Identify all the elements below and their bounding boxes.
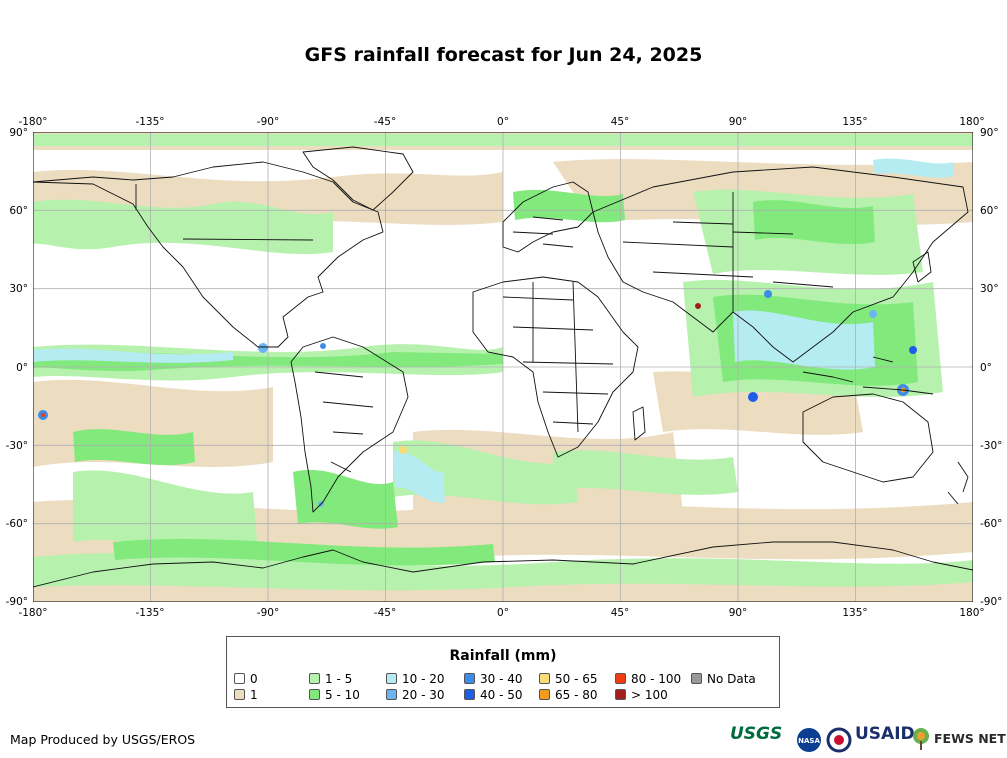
legend-label: 30 - 40 [480, 672, 523, 686]
lon-tick-top: 90° [728, 116, 748, 128]
nasa-logo-text: NASA [798, 737, 820, 745]
rainfall-legend: Rainfall (mm) 0 1 1 - 5 5 - 10 10 - 20 2… [226, 636, 780, 708]
lat-tick-right: 0° [980, 362, 992, 374]
legend-swatch [615, 673, 626, 684]
lon-tick-top: -135° [135, 116, 165, 128]
lat-tick-left: 90° [9, 127, 28, 139]
legend-label: 10 - 20 [402, 672, 445, 686]
map-credit: Map Produced by USGS/EROS [10, 732, 196, 747]
legend-label: No Data [707, 672, 756, 686]
legend-label: 80 - 100 [631, 672, 682, 686]
legend-swatch [234, 673, 245, 684]
legend-swatch [464, 689, 475, 700]
lon-tick-top: -180° [18, 116, 48, 128]
lat-tick-right: -30° [980, 440, 1003, 452]
legend-label: 40 - 50 [480, 688, 523, 702]
lon-tick-top: 135° [842, 116, 868, 128]
legend-label: 20 - 30 [402, 688, 445, 702]
lon-tick-top: 180° [959, 116, 985, 128]
lat-tick-left: 60° [9, 205, 28, 217]
lon-tick-top: 45° [610, 116, 630, 128]
lon-tick-bottom: 180° [959, 607, 985, 619]
usgs-logo[interactable]: USGS [730, 724, 783, 744]
rainfall-map[interactable] [33, 132, 973, 602]
lat-tick-right: -90° [980, 596, 1003, 608]
legend-swatch [234, 689, 245, 700]
lat-tick-right: -60° [980, 518, 1003, 530]
lat-tick-right: 30° [980, 283, 999, 295]
lat-tick-left: -90° [5, 596, 28, 608]
legend-label: 1 - 5 [325, 672, 353, 686]
legend-label: 65 - 80 [555, 688, 598, 702]
usaid-seal-icon [826, 727, 852, 753]
legend-swatch [309, 689, 320, 700]
nasa-logo[interactable]: NASA [796, 727, 822, 753]
legend-swatch [691, 673, 702, 684]
lon-tick-top: 0° [497, 116, 509, 128]
lon-tick-bottom: -135° [135, 607, 165, 619]
fews-net-tree-icon [913, 728, 929, 750]
lat-tick-right: 90° [980, 127, 999, 139]
nasa-logo-disc [797, 728, 821, 752]
legend-label: 5 - 10 [325, 688, 360, 702]
legend-swatch [615, 689, 626, 700]
legend-swatch [539, 673, 550, 684]
legend-swatch [464, 673, 475, 684]
lat-tick-left: -30° [5, 440, 28, 452]
lat-tick-left: -60° [5, 518, 28, 530]
lon-tick-bottom: 0° [497, 607, 509, 619]
legend-label: 50 - 65 [555, 672, 598, 686]
lon-tick-bottom: -90° [256, 607, 280, 619]
fews-net-logo[interactable]: FEWS NET [934, 731, 1006, 746]
lon-tick-bottom: -180° [18, 607, 48, 619]
lon-tick-bottom: 45° [610, 607, 630, 619]
coastlines-and-borders [33, 146, 973, 588]
lon-tick-top: -90° [256, 116, 280, 128]
map-title: GFS rainfall forecast for Jun 24, 2025 [304, 44, 703, 66]
lat-tick-left: 0° [16, 362, 28, 374]
legend-swatch [309, 673, 320, 684]
lon-tick-top: -45° [373, 116, 397, 128]
lon-tick-bottom: -45° [373, 607, 397, 619]
legend-title: Rainfall (mm) [449, 648, 557, 664]
legend-swatch [539, 689, 550, 700]
legend-swatch [386, 673, 397, 684]
legend-label: 1 [250, 688, 258, 702]
lat-tick-right: 60° [980, 205, 999, 217]
graticule [33, 132, 973, 602]
legend-label: > 100 [631, 688, 668, 702]
legend-swatch [386, 689, 397, 700]
legend-label: 0 [250, 672, 258, 686]
lon-tick-bottom: 90° [728, 607, 748, 619]
lat-tick-left: 30° [9, 283, 28, 295]
lon-tick-bottom: 135° [842, 607, 868, 619]
usaid-logo[interactable]: USAID [855, 724, 915, 744]
